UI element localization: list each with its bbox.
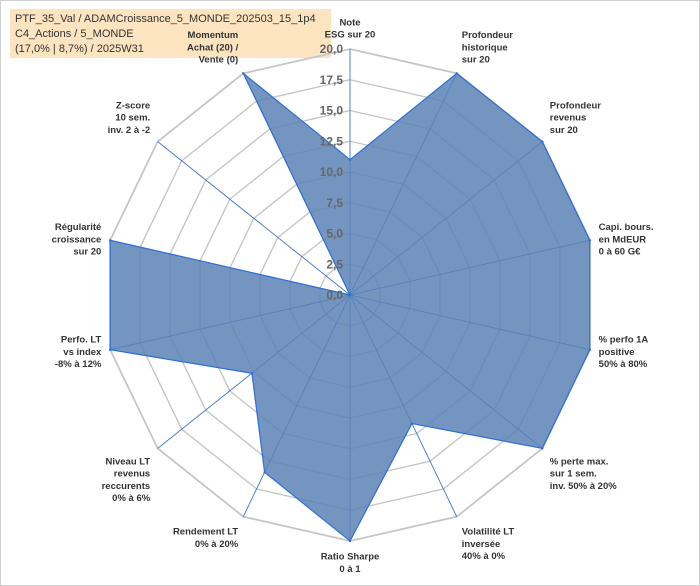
- axis-label-3: Capi. bours.en MdEUR 0 à 60 G€: [599, 222, 654, 257]
- tick-label-7: 17,5: [320, 73, 344, 87]
- axis-label-8-line-1: 0% à 20%: [195, 539, 239, 550]
- axis-label-5-line-2: inv. 50% à 20%: [550, 481, 617, 492]
- axis-label-4-line-0: % perfo 1A: [599, 335, 649, 346]
- data-point-9: [250, 372, 254, 375]
- chart-title-line-3: (17,0% | 8,7%) / 2025W31: [15, 43, 144, 55]
- axis-label-0-line-0: Note: [339, 17, 360, 28]
- axis-label-11-line-1: croissance: [52, 234, 102, 245]
- axis-label-6-line-2: 40% à 0%: [462, 551, 506, 562]
- tick-label-8: 20,0: [320, 42, 344, 56]
- axis-label-12-line-2: inv. 2 à -2: [108, 125, 151, 136]
- axis-label-2-line-1: revenus: [550, 113, 586, 124]
- axis-label-4-line-1: positive: [599, 347, 635, 358]
- tick-label-4: 10,0: [320, 165, 344, 179]
- axis-label-9-line-0: Niveau LT: [105, 456, 150, 467]
- axis-label-1-line-2: sur 20: [462, 55, 490, 66]
- data-point-12: [348, 293, 352, 297]
- tick-label-2: 5,0: [326, 227, 343, 241]
- chart-title-box: PTF_35_Val / ADAMCroissance_5_MONDE_2025…: [10, 9, 331, 58]
- axis-label-12: Z-score 10 sem.inv. 2 à -2: [108, 100, 151, 135]
- data-point-1: [455, 72, 458, 75]
- axis-label-3-line-0: Capi. bours.: [599, 222, 654, 233]
- data-point-0: [348, 158, 352, 161]
- axis-label-3-line-2: 0 à 60 G€: [599, 247, 641, 258]
- axis-label-5: % perte max. sur 1 sem.inv. 50% à 20%: [550, 456, 617, 491]
- tick-label-1: 2,5: [326, 257, 343, 271]
- axis-label-13-line-2: Vente (0): [199, 55, 239, 66]
- data-point-5: [541, 447, 544, 450]
- chart-title-line-2: C4_Actions / 5_MONDE: [15, 28, 134, 40]
- axis-label-9-line-3: 0% à 6%: [112, 493, 151, 504]
- axis-label-2-line-2: sur 20: [550, 125, 578, 136]
- data-point-6: [410, 422, 414, 425]
- tick-label-6: 15,0: [320, 104, 344, 118]
- axis-label-9-line-1: revenus: [114, 469, 150, 480]
- data-point-8: [263, 471, 266, 474]
- radar-series: [108, 72, 592, 543]
- axis-label-11-line-0: Régularité: [55, 222, 101, 233]
- axis-label-8: Rendement LT0% à 20%: [173, 527, 239, 550]
- data-point-4: [588, 348, 592, 351]
- axis-label-2-line-0: Profondeur: [550, 100, 601, 111]
- axis-label-12-line-0: Z-score: [116, 100, 150, 111]
- axis-label-9-line-2: reccurents: [102, 481, 151, 492]
- axis-label-0-line-1: ESG sur 20: [325, 30, 376, 41]
- axis-label-8-line-0: Rendement LT: [173, 527, 238, 538]
- axis-label-7-line-1: 0 à 1: [339, 564, 361, 575]
- data-point-13: [242, 72, 245, 75]
- tick-label-0: 0,0: [326, 288, 343, 302]
- tick-label-3: 7,5: [326, 196, 343, 210]
- data-point-2: [541, 140, 544, 143]
- axis-label-7-line-0: Ratio Sharpe: [321, 552, 380, 563]
- axis-label-1-line-0: Profondeur: [462, 30, 513, 41]
- axis-label-5-line-0: % perte max.: [550, 456, 609, 467]
- axis-label-4-line-2: 50% à 80%: [599, 359, 648, 370]
- axis-label-6-line-0: Volatilité LT: [462, 527, 515, 538]
- axis-label-3-line-1: en MdEUR: [599, 234, 647, 245]
- axis-label-11-line-2: sur 20: [73, 247, 101, 258]
- chart-title-line-1: PTF_35_Val / ADAMCroissance_5_MONDE_2025…: [15, 13, 316, 25]
- data-point-3: [588, 239, 592, 242]
- data-point-7: [348, 539, 352, 543]
- spoke-12: [157, 141, 351, 296]
- radar-tick-labels: 0,0 2,5 5,0 7,5 10,0 12,5 15,0 17,5 20,0: [320, 42, 344, 302]
- axis-label-13-line-1: Achat (20) /: [187, 42, 239, 53]
- tick-label-5: 12,5: [320, 134, 344, 148]
- axis-label-10-line-2: -8% à 12%: [55, 359, 102, 370]
- axis-label-0: Note ESG sur 20: [325, 17, 376, 40]
- axis-label-10-line-1: vs index: [63, 347, 102, 358]
- axis-label-13-line-0: Momentum: [188, 30, 239, 41]
- axis-label-10-line-0: Perfo. LT: [61, 335, 102, 346]
- axis-label-1-line-1: historique: [462, 42, 508, 53]
- axis-label-5-line-1: sur 1 sem.: [550, 469, 597, 480]
- axis-label-6-line-1: inversée: [462, 539, 501, 550]
- data-point-10: [108, 348, 112, 351]
- data-point-11: [108, 239, 112, 242]
- axis-label-12-line-1: 10 sem.: [115, 113, 150, 124]
